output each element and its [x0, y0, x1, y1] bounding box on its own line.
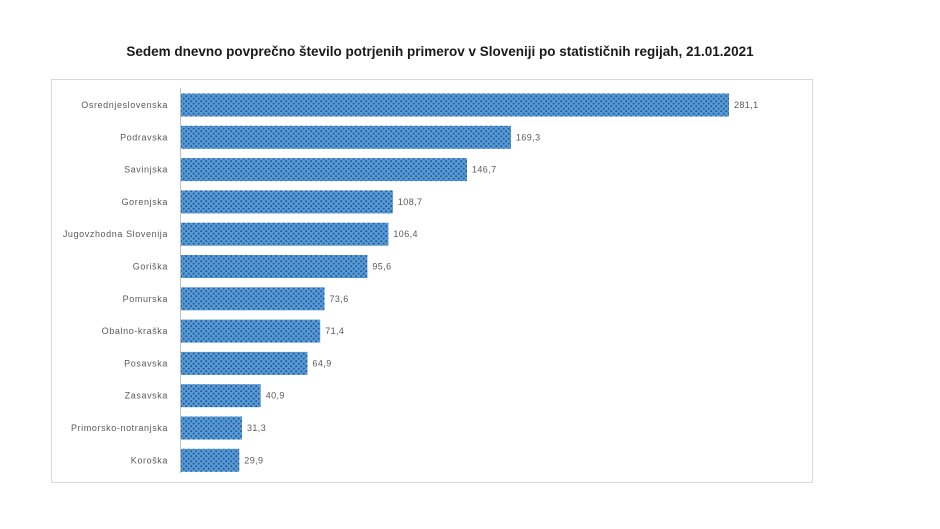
bar	[181, 158, 467, 182]
bar	[181, 384, 261, 408]
bar	[181, 448, 240, 472]
category-label: Podravska	[120, 132, 168, 142]
bar	[181, 319, 321, 343]
data-label: 71,4	[325, 326, 344, 336]
bar	[181, 93, 729, 117]
bar	[181, 416, 242, 440]
data-label: 95,6	[372, 262, 391, 272]
bar	[181, 287, 325, 311]
data-label: 106,4	[393, 229, 418, 239]
bar	[181, 190, 393, 214]
bar	[181, 222, 389, 246]
plot-area	[51, 79, 813, 483]
data-label: 281,1	[734, 100, 759, 110]
category-label: Primorsko-notranjska	[71, 423, 168, 433]
data-label: 73,6	[330, 294, 349, 304]
data-label: 64,9	[313, 358, 332, 368]
category-label: Jugovzhodna Slovenija	[63, 229, 168, 239]
chart-title: Sedem dnevno povprečno število potrjenih…	[126, 44, 754, 59]
bar	[181, 125, 511, 149]
category-label: Pomurska	[123, 294, 168, 304]
data-label: 40,9	[266, 391, 285, 401]
category-label: Zasavska	[125, 391, 168, 401]
category-label: Obalno-kraška	[102, 326, 168, 336]
category-label: Posavska	[124, 358, 168, 368]
category-label: Osrednjeslovenska	[81, 100, 168, 110]
data-label: 169,3	[516, 132, 541, 142]
category-label: Goriška	[133, 262, 168, 272]
category-label: Savinjska	[124, 165, 168, 175]
bar	[181, 351, 308, 375]
bar	[181, 255, 368, 278]
data-label: 31,3	[247, 423, 266, 433]
category-label: Gorenjska	[122, 197, 168, 207]
category-label: Koroška	[131, 455, 168, 465]
data-label: 146,7	[472, 165, 497, 175]
data-label: 29,9	[244, 455, 263, 465]
data-label: 108,7	[398, 197, 423, 207]
